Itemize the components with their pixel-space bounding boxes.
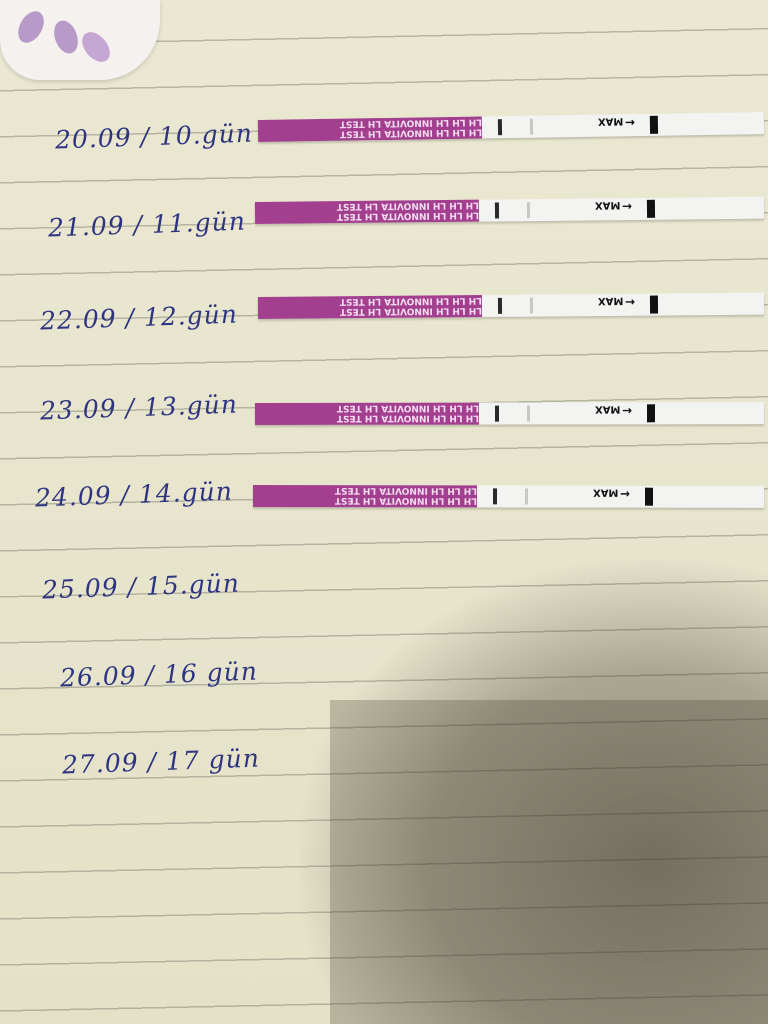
lh-test-strip: LH LH LH INNOVITA LH TEST LH LH LH INNOVI… (254, 402, 765, 425)
control-line (497, 297, 503, 314)
max-marker (646, 404, 656, 423)
strip-brand-label: LH LH LH INNOVITA LH TEST LH LH LH INNOVI… (257, 295, 483, 319)
lh-test-strip: LH LH LH INNOVITA LH TEST LH LH LH INNOVI… (252, 485, 765, 508)
strip-brand-label: LH LH LH INNOVITA LH TEST LH LH LH INNOVI… (254, 402, 480, 425)
petal (49, 17, 83, 57)
max-marker (649, 295, 659, 314)
brand-text: LH LH LH INNOVITA LH TEST (336, 209, 480, 222)
shadow (330, 700, 768, 1024)
arrow-icon: → (621, 403, 633, 418)
test-line (526, 405, 531, 422)
petal (12, 6, 50, 48)
control-line (494, 202, 500, 219)
arrow-icon: → (624, 115, 636, 130)
brand-text: LH LH LH INNOVITA LH TEST (339, 305, 483, 317)
test-line (524, 488, 529, 505)
brand-text: LH LH LH INNOVITA LH TEST (334, 485, 478, 496)
brand-text: LH LH LH INNOVITA LH TEST (334, 495, 478, 506)
arrow-icon: → (621, 199, 633, 214)
test-line (529, 118, 534, 135)
strip-brand-label: LH LH LH INNOVITA LH TEST LH LH LH INNOVI… (257, 116, 483, 142)
floral-sticker (0, 0, 160, 80)
brand-text: LH LH LH INNOVITA LH TEST (336, 402, 479, 413)
strip-brand-label: LH LH LH INNOVITA LH TEST LH LH LH INNOVI… (254, 199, 480, 224)
petal (76, 26, 116, 68)
brand-text: LH LH LH INNOVITA LH TEST (336, 412, 480, 423)
control-line (494, 405, 500, 422)
test-line (526, 202, 531, 219)
control-line (492, 488, 498, 505)
max-label: MAX (594, 403, 621, 415)
test-line (529, 297, 534, 314)
max-marker (649, 115, 659, 134)
max-label: MAX (597, 115, 624, 127)
max-label: MAX (597, 294, 624, 307)
max-label: MAX (592, 486, 619, 498)
lh-test-strip: LH LH LH INNOVITA LH TEST LH LH LH INNOVI… (257, 292, 765, 319)
arrow-icon: → (619, 486, 631, 501)
max-marker (646, 199, 656, 218)
strip-brand-label: LH LH LH INNOVITA LH TEST LH LH LH INNOVI… (252, 485, 478, 508)
max-marker (644, 487, 654, 506)
max-label: MAX (594, 199, 621, 211)
brand-text: LH LH LH INNOVITA LH TEST (339, 126, 483, 139)
control-line (497, 119, 503, 136)
arrow-icon: → (624, 294, 636, 309)
